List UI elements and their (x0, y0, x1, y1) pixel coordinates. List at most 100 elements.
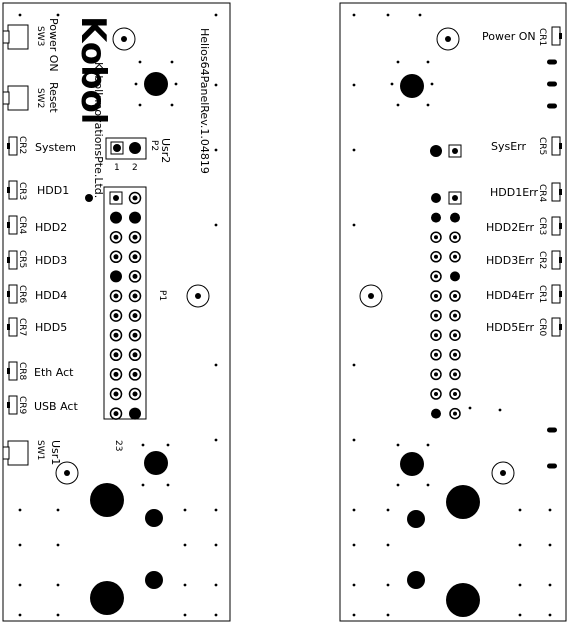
led-body (551, 216, 561, 236)
led-ref: CR3 (537, 217, 547, 235)
led-label: HDD4Err (486, 289, 534, 302)
via (396, 443, 400, 447)
via (214, 223, 218, 227)
via (430, 82, 434, 86)
header-p2-name: Usr2 (159, 138, 172, 163)
via (183, 508, 187, 512)
led-ref: CR9 (17, 396, 27, 415)
front-led-cr6: CR6 HDD4 (17, 285, 67, 304)
via (183, 583, 187, 587)
led-body (551, 182, 561, 202)
pin-center (113, 234, 119, 240)
via (352, 583, 356, 587)
via (141, 443, 145, 447)
pin-center (453, 352, 457, 357)
via (214, 148, 218, 152)
via (18, 508, 22, 512)
front-led-cr5: CR5 HDD3 (17, 250, 67, 268)
led-body (551, 317, 561, 337)
led-ref: CR2 (537, 251, 547, 269)
via (548, 508, 552, 512)
pin-center (453, 254, 457, 259)
standoff-pad (400, 74, 424, 98)
switch-sw3-actuator (2, 30, 10, 44)
pin-center (113, 332, 119, 338)
led-lead (559, 223, 562, 229)
pin-center (113, 352, 119, 358)
led-body (551, 26, 561, 46)
pin (431, 193, 441, 203)
led-label: HDD3Err (486, 254, 534, 267)
via (214, 438, 218, 442)
via (548, 583, 552, 587)
via (396, 483, 400, 487)
header-p2[interactable]: 1 2 P2 Usr2 (105, 137, 172, 173)
header-p1[interactable]: P1 23 (103, 186, 167, 451)
small-pad (407, 510, 425, 528)
via (214, 363, 218, 367)
led-label: HDD1 (37, 184, 69, 197)
via (138, 60, 142, 64)
via (426, 103, 430, 107)
led-body (8, 317, 18, 337)
switch-sw3[interactable]: SW3 Power ON (2, 18, 60, 72)
pin (110, 270, 122, 283)
led-label: USB Act (34, 400, 78, 413)
led-ref: CR5 (17, 250, 27, 268)
via (214, 583, 218, 587)
via (426, 443, 430, 447)
pin-center (132, 391, 138, 397)
via (390, 82, 394, 86)
via (170, 60, 174, 64)
led-body (8, 215, 18, 235)
header-p2-pin1-label: 1 (114, 163, 120, 173)
pin-center (434, 333, 438, 338)
back-edge-slots (547, 59, 557, 469)
led-body (551, 250, 561, 270)
via (548, 613, 552, 617)
via (352, 223, 356, 227)
large-pad (446, 583, 480, 617)
via (56, 13, 60, 17)
via (518, 508, 522, 512)
pin-center (132, 234, 138, 240)
via (352, 13, 356, 17)
edge-slot (547, 103, 557, 109)
small-pad (145, 509, 163, 527)
pin-center (132, 371, 138, 377)
pin (113, 195, 119, 201)
led-lead (559, 33, 562, 39)
edge-slot (547, 59, 557, 65)
switch-sw1[interactable]: SW1 Usr1 (2, 440, 62, 466)
pin (129, 407, 141, 420)
header-p1-pin-last: 23 (113, 440, 123, 451)
via (183, 543, 187, 547)
led-lead (7, 143, 10, 149)
via (386, 613, 390, 617)
pin (450, 212, 460, 223)
header-p1-pins (109, 191, 142, 420)
led-lead (7, 291, 10, 297)
via (166, 443, 170, 447)
front-led-footprints (7, 136, 18, 415)
via (426, 60, 430, 64)
pin-center (434, 294, 438, 298)
pin (430, 145, 442, 157)
led-body (8, 361, 18, 381)
mounting-hole-center (368, 293, 374, 299)
via (170, 103, 174, 107)
switch-sw3-body (7, 24, 29, 50)
via (214, 543, 218, 547)
back-led-hdd2err: HDD2Err CR3 (486, 217, 547, 235)
via (214, 83, 218, 87)
edge-slot (547, 81, 557, 87)
pin-center (434, 235, 438, 240)
pin (431, 408, 441, 419)
led-label: HDD1Err (490, 186, 538, 199)
front-hardware (18, 13, 218, 617)
via (352, 148, 356, 152)
pin-center (113, 371, 119, 377)
via (548, 543, 552, 547)
led-lead (559, 143, 562, 149)
switch-sw2[interactable]: SW2 Reset (2, 82, 60, 113)
